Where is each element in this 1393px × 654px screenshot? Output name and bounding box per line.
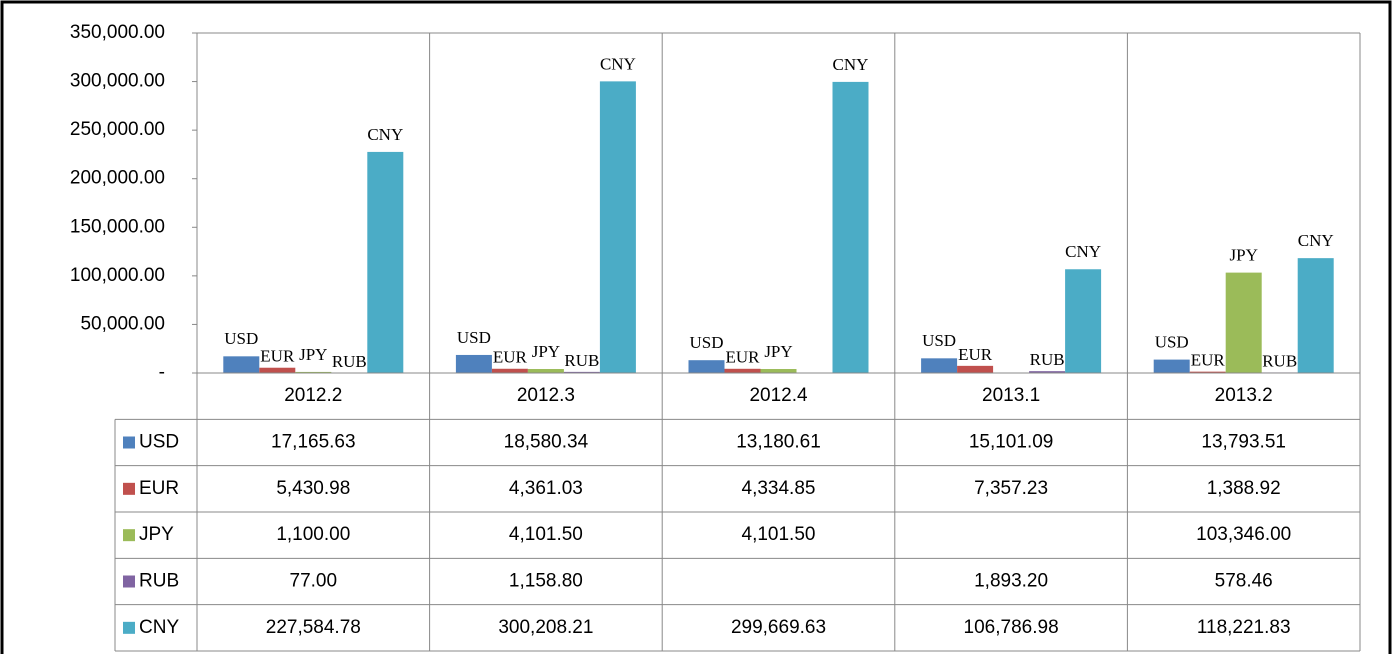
data-label: USD	[922, 331, 956, 350]
table-value: 7,357.23	[974, 478, 1048, 499]
table-value: 299,669.63	[731, 617, 826, 638]
data-label: JPY	[299, 345, 327, 364]
data-label: EUR	[260, 347, 295, 366]
bar	[295, 371, 332, 373]
y-tick-label: 250,000.00	[70, 119, 165, 140]
legend-swatch	[123, 621, 135, 634]
table-value: 13,180.61	[736, 432, 821, 453]
bar	[1029, 371, 1066, 373]
table-value: 4,334.85	[742, 478, 816, 499]
data-label: RUB	[1030, 350, 1065, 369]
data-label: CNY	[1065, 242, 1101, 261]
table-value: 18,580.34	[504, 432, 589, 453]
bar	[527, 369, 564, 373]
table-value: 4,101.50	[742, 524, 816, 545]
table-value: 4,361.03	[509, 478, 583, 499]
data-label: RUB	[1262, 351, 1297, 370]
table-value: 15,101.09	[969, 432, 1054, 453]
x-tick-label: 2013.1	[982, 385, 1040, 406]
legend-label: EUR	[139, 478, 179, 499]
x-tick-label: 2012.2	[284, 385, 342, 406]
table-value: 300,208.21	[498, 617, 593, 638]
y-tick-label: 350,000.00	[70, 22, 165, 43]
legend-label: RUB	[139, 571, 179, 592]
legend-swatch	[123, 575, 135, 588]
bar	[832, 81, 869, 373]
table-value: 578.46	[1215, 571, 1273, 592]
data-label: CNY	[367, 125, 403, 144]
bar	[760, 369, 797, 373]
data-label: CNY	[833, 55, 869, 74]
legend-label: CNY	[139, 617, 179, 638]
table-value: 5,430.98	[276, 478, 350, 499]
y-tick-label: 300,000.00	[70, 71, 165, 92]
data-label: USD	[457, 328, 491, 347]
data-label: USD	[1155, 333, 1189, 352]
data-label: EUR	[1191, 351, 1226, 370]
legend-swatch	[123, 529, 135, 542]
data-label: EUR	[726, 348, 761, 367]
data-label: RUB	[564, 351, 599, 370]
x-tick-label: 2012.4	[749, 385, 808, 406]
table-value: 13,793.51	[1201, 432, 1286, 453]
y-tick-label: 150,000.00	[70, 216, 165, 237]
bar	[1225, 272, 1262, 373]
legend-label: JPY	[139, 524, 174, 545]
bar	[1297, 258, 1334, 373]
table-value: 227,584.78	[266, 617, 361, 638]
bar	[223, 356, 260, 373]
bar	[259, 367, 296, 373]
bar	[921, 358, 958, 373]
legend-swatch	[123, 436, 135, 449]
table-value: 77.00	[290, 571, 338, 592]
data-label: CNY	[600, 54, 636, 73]
table-value: 1,100.00	[276, 524, 350, 545]
table-value: 4,101.50	[509, 524, 583, 545]
x-tick-label: 2013.2	[1215, 385, 1273, 406]
data-label: JPY	[532, 342, 560, 361]
data-label: EUR	[493, 348, 528, 367]
data-label: CNY	[1298, 231, 1334, 250]
table-value: 106,786.98	[964, 617, 1059, 638]
data-label: USD	[689, 333, 723, 352]
table-value: 1,893.20	[974, 571, 1048, 592]
data-label: RUB	[332, 352, 367, 371]
y-tick-label: 200,000.00	[70, 168, 165, 189]
bar	[563, 371, 600, 373]
bar	[1153, 359, 1190, 373]
table-value: 17,165.63	[271, 432, 356, 453]
bar	[455, 354, 492, 373]
table-value: 1,158.80	[509, 571, 583, 592]
table-value: 103,346.00	[1196, 524, 1291, 545]
x-tick-label: 2012.3	[517, 385, 575, 406]
data-label: USD	[224, 329, 258, 348]
bar	[599, 81, 636, 373]
data-label: EUR	[958, 345, 993, 364]
data-label: JPY	[1230, 246, 1258, 265]
y-tick-label: -	[159, 362, 165, 383]
data-label: JPY	[764, 342, 792, 361]
bar	[724, 368, 761, 373]
bar	[688, 360, 725, 373]
table-value: 1,388.92	[1207, 478, 1281, 499]
y-tick-label: 50,000.00	[80, 313, 165, 334]
bar	[1189, 371, 1226, 373]
legend-label: USD	[139, 432, 179, 453]
bar	[957, 365, 994, 373]
y-tick-label: 100,000.00	[70, 265, 165, 286]
bar	[1065, 269, 1102, 373]
bar	[367, 151, 404, 373]
bar	[491, 368, 528, 373]
legend-swatch	[123, 482, 135, 495]
table-value: 118,221.83	[1197, 617, 1291, 638]
